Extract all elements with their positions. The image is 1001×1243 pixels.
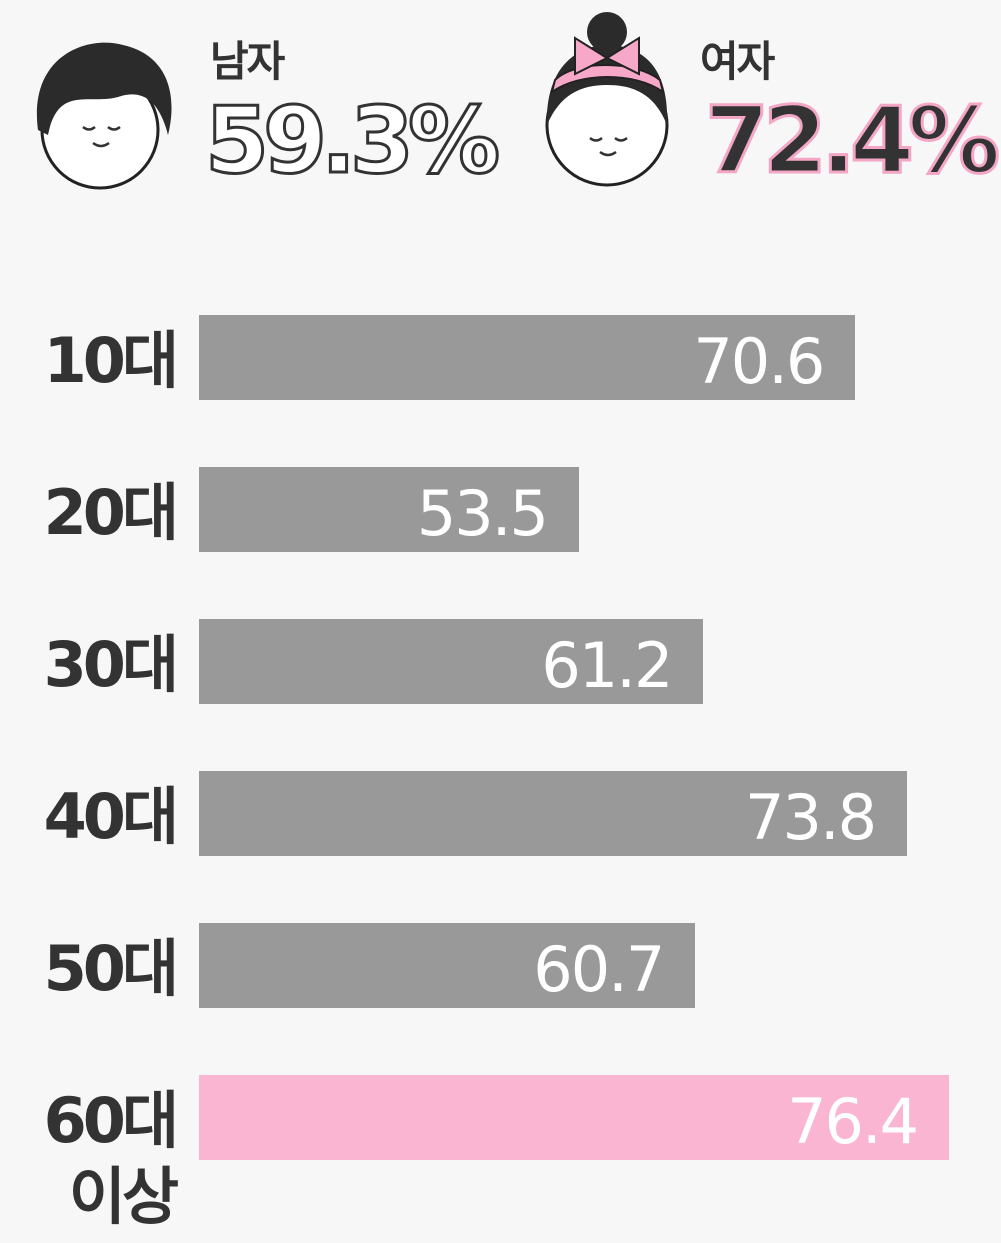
female-value: 72.4% xyxy=(703,87,1001,194)
male-value: 59.3% xyxy=(203,87,501,194)
value-label: 61.2 xyxy=(541,629,673,702)
category-label: 20대 xyxy=(43,476,179,549)
male-icon xyxy=(36,42,172,190)
category-label: 50대 xyxy=(43,932,179,1005)
bar xyxy=(199,771,908,856)
value-label: 73.8 xyxy=(745,781,877,854)
category-label: 30대 xyxy=(43,628,179,701)
category-label: 40대 xyxy=(43,780,179,853)
bar xyxy=(199,315,856,400)
bar xyxy=(199,923,696,1008)
value-label: 70.6 xyxy=(693,325,825,398)
male-label: 남자 xyxy=(210,37,285,86)
female-icon xyxy=(545,12,669,187)
bar xyxy=(199,619,704,704)
category-label: 10대 xyxy=(43,324,179,397)
bar xyxy=(199,467,579,552)
category-label: 60대 이상 xyxy=(43,1084,179,1233)
female-label: 여자 xyxy=(700,37,775,86)
value-label: 76.4 xyxy=(787,1085,919,1158)
bar xyxy=(199,1075,950,1160)
value-label: 53.5 xyxy=(416,477,549,550)
value-label: 60.7 xyxy=(533,933,665,1006)
